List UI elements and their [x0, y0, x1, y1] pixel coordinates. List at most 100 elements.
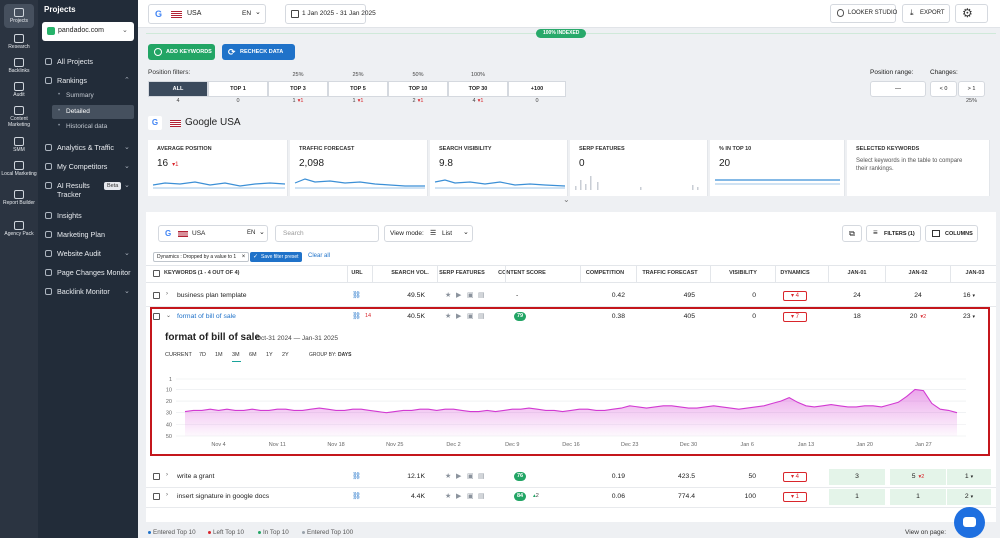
column-header[interactable]: JAN-02 — [908, 270, 928, 276]
column-header[interactable]: VISIBILITY — [729, 270, 757, 276]
column-header[interactable]: KEYWORDS (1 - 4 OUT OF 4) — [164, 270, 240, 276]
nav-icon-label[interactable]: Projects — [9, 18, 29, 24]
url-link[interactable]: ⛓ — [352, 473, 361, 480]
calendar-icon — [291, 10, 299, 18]
group-by[interactable]: DAYS — [338, 352, 352, 358]
position-tab[interactable]: TOP 30 — [448, 81, 508, 97]
nav-icon-label[interactable]: Audit — [13, 92, 25, 98]
keyword[interactable]: format of bill of sale — [177, 313, 236, 320]
nav-icon-label[interactable]: Local Marketing — [1, 171, 37, 177]
export-button[interactable]: EXPORT ⤓ — [902, 4, 950, 23]
keyword[interactable]: insert signature in google docs — [177, 493, 270, 500]
column-header[interactable]: SERP FEATURES — [439, 270, 485, 276]
url-link[interactable]: ⛓ — [352, 493, 361, 500]
chat-button[interactable] — [954, 507, 985, 538]
filter-icon: ≡ — [873, 228, 878, 237]
copy-button[interactable]: ⧉ — [842, 225, 862, 242]
save-preset[interactable]: Save filter preset ✓ — [250, 252, 302, 262]
down-arrow: ▾ — [918, 474, 922, 480]
changes-lt[interactable]: < 0 — [930, 81, 957, 97]
columns-button[interactable]: COLUMNS — [925, 225, 978, 242]
view-mode[interactable]: View mode: ☰ List ⌄ — [384, 225, 473, 242]
keyword[interactable]: write a grant — [177, 473, 215, 480]
project-name: pandadoc.com — [58, 27, 104, 34]
nav-icon-label[interactable]: Content Marketing — [8, 116, 30, 128]
filters-button[interactable]: ≡ FILTERS (1) — [866, 225, 921, 242]
nav-item[interactable]: Website Audit — [57, 248, 101, 258]
row-checkbox[interactable] — [153, 473, 160, 480]
period-tab[interactable]: 6M — [249, 352, 257, 358]
column-header[interactable]: CONTENT SCORE — [498, 270, 546, 276]
position-tab[interactable]: ALL — [148, 81, 208, 97]
nav-subitem[interactable]: Summary — [66, 92, 94, 99]
position-tab[interactable]: +100 — [508, 81, 566, 97]
period-tab[interactable]: 3M — [232, 352, 240, 358]
url-link[interactable]: ⛓ — [352, 313, 361, 320]
date-select[interactable]: 1 Jan 2025 - 31 Jan 2025 — [285, 4, 376, 24]
country-select[interactable]: G USA EN ⌄ — [148, 4, 266, 24]
column-header[interactable]: COMPETITION — [585, 270, 625, 276]
position-tab[interactable]: TOP 1 — [208, 81, 268, 97]
nav-icon-label[interactable]: Backlinks — [8, 68, 30, 74]
position-range[interactable]: — — [870, 81, 926, 97]
filter-chip[interactable]: Dynamics : Dropped by a value to 1 × — [153, 252, 250, 262]
period-tab[interactable]: CURRENT — [165, 352, 192, 358]
nav-item[interactable]: My Competitors — [57, 161, 108, 171]
period-tab[interactable]: 2Y — [282, 352, 289, 358]
nav-item[interactable]: Analytics & Traffic — [57, 142, 114, 152]
column-header[interactable]: JAN-03 — [965, 270, 985, 276]
search-input[interactable]: Search — [275, 225, 379, 242]
project-select[interactable]: pandadoc.com ⌄ — [42, 22, 134, 41]
nav-icon-label[interactable]: Report Builder — [3, 200, 35, 206]
row-checkbox[interactable] — [153, 493, 160, 500]
changes-gt[interactable]: > 1 — [958, 81, 985, 97]
nav-item[interactable]: Page Changes Monitor — [57, 267, 131, 277]
nav-subitem[interactable]: Detailed — [66, 107, 90, 115]
column-header[interactable]: DYNAMICS — [780, 270, 810, 276]
chip-close[interactable]: × — [241, 254, 246, 260]
nav-icon-label[interactable]: SMM — [13, 147, 25, 153]
nav-item[interactable]: Backlink Monitor — [57, 286, 110, 296]
position-tab[interactable]: TOP 10 — [388, 81, 448, 97]
nav-item[interactable]: Rankings — [57, 76, 87, 85]
period-tab[interactable]: 1Y — [266, 352, 273, 358]
nav-icon — [14, 8, 24, 17]
expand-arrow[interactable]: › — [166, 492, 168, 498]
clear-all[interactable]: Clear all — [308, 253, 331, 259]
column-header[interactable]: SEARCH VOL. — [391, 270, 429, 276]
position-tab[interactable]: TOP 5 — [328, 81, 388, 97]
nav-subitem[interactable]: Historical data — [66, 123, 108, 130]
recheck-button[interactable]: RECHECK DATA ⟳ — [222, 44, 295, 60]
beta-badge: Beta — [104, 181, 122, 190]
nav-item[interactable]: Marketing Plan — [57, 229, 105, 239]
chevron: ⌄ — [255, 9, 261, 16]
keyword[interactable]: business plan template — [177, 292, 247, 299]
nav-item[interactable]: All Projects — [57, 57, 93, 66]
nav-item[interactable]: Insights — [57, 210, 82, 220]
url-link[interactable]: ⛓ — [352, 292, 361, 299]
looker-button[interactable]: LOOKER STUDIO — [830, 4, 897, 23]
expand-arrow[interactable]: › — [166, 472, 168, 478]
nav-icon-label[interactable]: Research — [8, 44, 30, 50]
header-checkbox[interactable] — [153, 270, 160, 277]
column-header[interactable]: URL — [351, 270, 363, 276]
expand-arrow[interactable]: › — [166, 291, 168, 297]
nav-item[interactable]: AI Results Tracker — [57, 180, 90, 199]
table-country[interactable]: G USA EN ⌄ — [158, 225, 268, 242]
serp-icon: ▣ — [467, 313, 474, 320]
expand-arrow[interactable]: ⌄ — [166, 313, 172, 319]
period-tab[interactable]: 1M — [215, 352, 223, 358]
nav-icon-label[interactable]: Agency Pack — [4, 231, 34, 237]
add-keywords-button[interactable]: ADD KEYWORDS — [148, 44, 215, 60]
column-header[interactable]: TRAFFIC FORECAST — [642, 270, 698, 276]
period-tab[interactable]: 7D — [199, 352, 207, 358]
legend-dot — [208, 531, 211, 534]
row-checkbox[interactable] — [153, 292, 160, 299]
dynamics-value: 4 — [795, 474, 800, 480]
top10-cell — [947, 489, 991, 505]
row-checkbox[interactable] — [153, 313, 160, 320]
position-tab[interactable]: TOP 3 — [268, 81, 328, 97]
column-header[interactable]: JAN-01 — [847, 270, 867, 276]
settings-button[interactable]: ⚙ — [955, 4, 988, 23]
content-score: 79 — [514, 312, 527, 321]
